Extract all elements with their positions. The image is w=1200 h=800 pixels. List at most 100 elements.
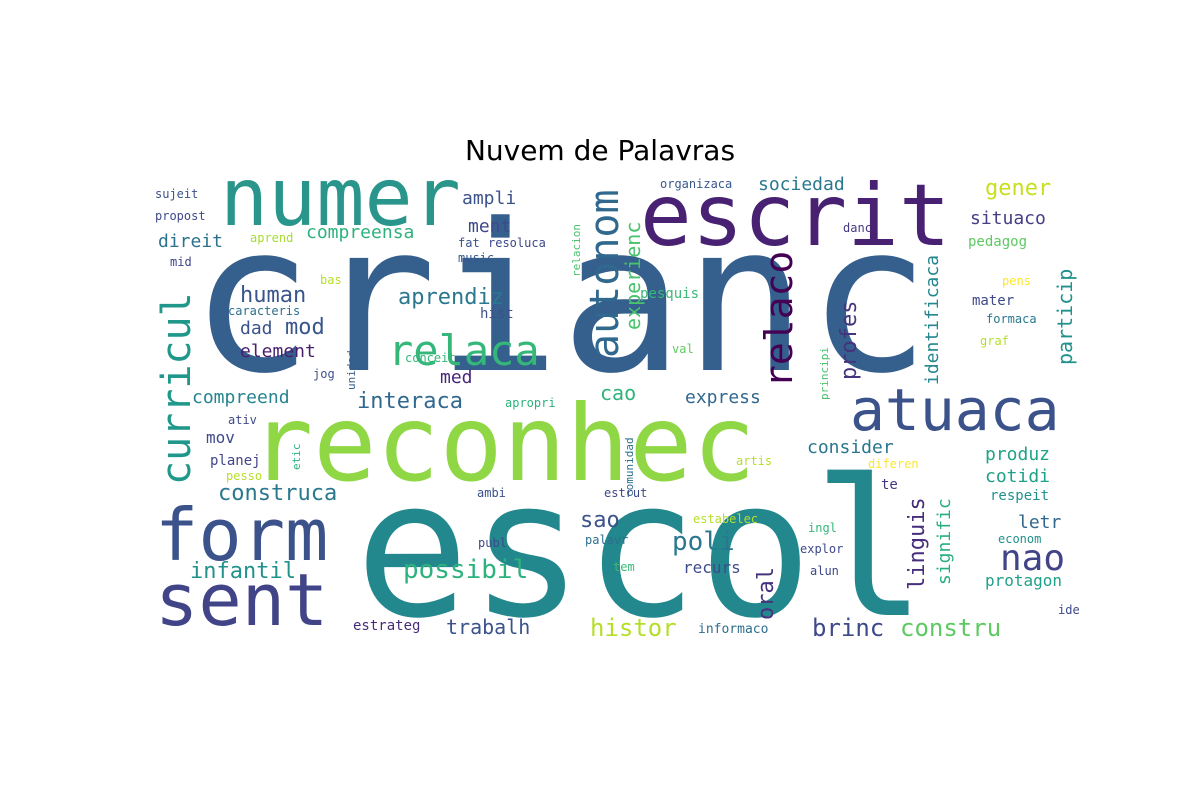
word-situaco: situaco [970,208,1046,229]
word-consider: consider [807,437,894,458]
word-aprendiz: aprendiz [398,285,504,310]
word-apropri: apropri [505,396,556,410]
word-pesso: pesso [226,469,262,483]
word-bas: bas [320,273,342,287]
word-reconhec: reconhec [250,383,756,505]
word-numer: numer [220,151,461,244]
word-possibil: possibil [403,555,528,585]
word-cao: cao [600,381,636,405]
word-ampli: ampli [462,188,516,209]
word-relaco: relaco [757,251,801,388]
word-unidad: unidad [345,350,358,390]
word-atuaca: atuaca [850,376,1060,444]
word-organizaca: organizaca [660,177,732,191]
word-propost: propost [155,209,206,223]
word-infantil: infantil [190,559,296,584]
word-construca: construca [218,481,337,506]
word-gener: gener [985,176,1051,201]
word-crianc: crianc [190,181,931,419]
word-autonom: autonom [582,189,628,358]
word-estrateg: estrateg [353,618,420,634]
word-histor: histor [590,614,677,642]
word-ingl: ingl [808,521,837,535]
word-alun: alun [810,564,839,578]
word-diferen: diferen [868,457,919,471]
word-curricul: curricul [154,292,200,485]
word-element: element [240,341,316,362]
word-relacion: relacion [570,224,583,277]
word-constru: constru [900,614,1001,642]
word-formaca: formaca [986,312,1037,326]
chart-title: Nuvem de Palavras [464,134,736,167]
word-artis: artis [736,454,772,468]
word-mid: mid [170,255,192,269]
word-pens: pens [1002,274,1031,288]
word-compreend: compreend [192,387,290,408]
word-econom: econom [998,532,1041,546]
word-caracteris: caracteris [228,304,300,318]
word-mov: mov [206,428,235,447]
word-escrit: escrit [640,166,951,266]
word-ativ: ativ [228,413,257,427]
word-fat: fat [458,236,480,250]
word-comunidad: comunidad [623,437,636,497]
word-dad: dad [240,318,273,339]
word-pesquis: pesquis [640,286,699,302]
word-conceit: conceit [405,351,456,365]
word-explor: explor [800,542,843,556]
word-jog: jog [313,367,335,381]
word-mater: mater [972,293,1014,309]
word-protagon: protagon [985,571,1062,590]
word-ment: ment [468,216,511,237]
word-poli: poli [672,527,735,557]
word-estrut: estrut [604,486,647,500]
word-val: val [672,342,694,356]
word-graf: graf [980,334,1009,348]
word-cotidi: cotidi [985,466,1050,487]
word-escol: escol [355,439,927,660]
word-te: te [881,477,898,493]
word-human: human [240,283,306,308]
word-resoluca: resoluca [488,236,546,250]
word-particip: particip [1053,269,1077,365]
word-relaca: relaca [388,326,540,375]
word-experienc: experienc [621,222,645,330]
word-sent: sent [155,558,328,642]
word-trabalh: trabalh [446,615,530,639]
word-estabelec: estabelec [693,512,758,526]
word-pedagog: pedagog [968,234,1027,250]
word-identificaca: identificaca [922,255,943,385]
word-palavr: palavr [585,533,628,547]
word-planej: planej [210,453,261,469]
word-letr: letr [1018,512,1062,533]
word-informaco: informaco [698,622,768,637]
word-hist: hist [480,306,514,322]
word-brinc: brinc [812,614,884,642]
word-ambi: ambi [477,486,506,500]
word-etic: etic [290,444,303,471]
word-sujeit: sujeit [155,187,198,201]
word-linguis: linguis [905,497,930,590]
word-respeit: respeit [990,488,1049,504]
word-sociedad: sociedad [758,174,845,195]
word-danc: danc [843,221,872,235]
word-principi: principi [818,347,831,400]
word-direit: direit [158,231,223,252]
word-profes: profes [837,301,862,380]
word-mod: mod [285,315,325,340]
word-produz: produz [985,444,1050,465]
word-aprend: aprend [250,231,293,245]
word-sao: sao [580,508,620,533]
word-publ: publ [478,536,507,550]
word-music: music [458,251,494,265]
word-recurs: recurs [683,558,741,577]
word-signific: signific [934,498,955,585]
word-ide: ide [1058,603,1080,617]
word-oral: oral [754,567,779,620]
word-med: med [440,367,473,388]
word-express: express [685,387,761,408]
word-compreensa: compreensa [306,222,414,243]
word-nao: nao [1000,538,1065,579]
word-interaca: interaca [357,389,463,414]
